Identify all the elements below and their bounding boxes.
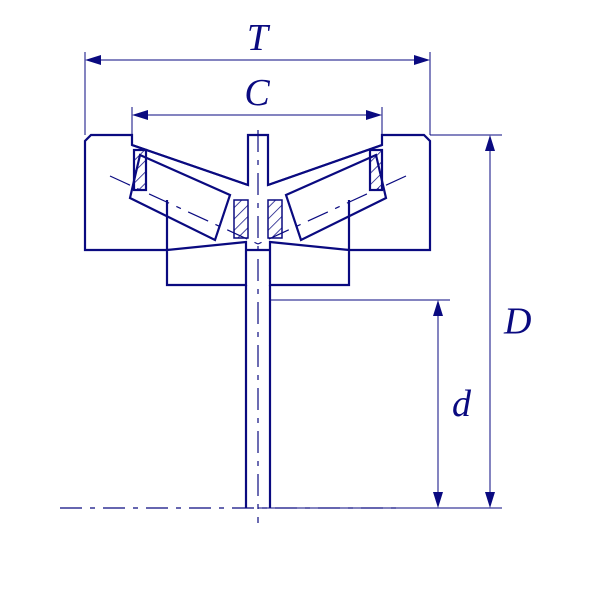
svg-text:T: T	[247, 17, 271, 59]
svg-text:d: d	[452, 383, 472, 425]
svg-text:D: D	[503, 301, 531, 343]
bearing-diagram: TC Dd	[0, 0, 600, 600]
svg-text:C: C	[244, 72, 270, 114]
